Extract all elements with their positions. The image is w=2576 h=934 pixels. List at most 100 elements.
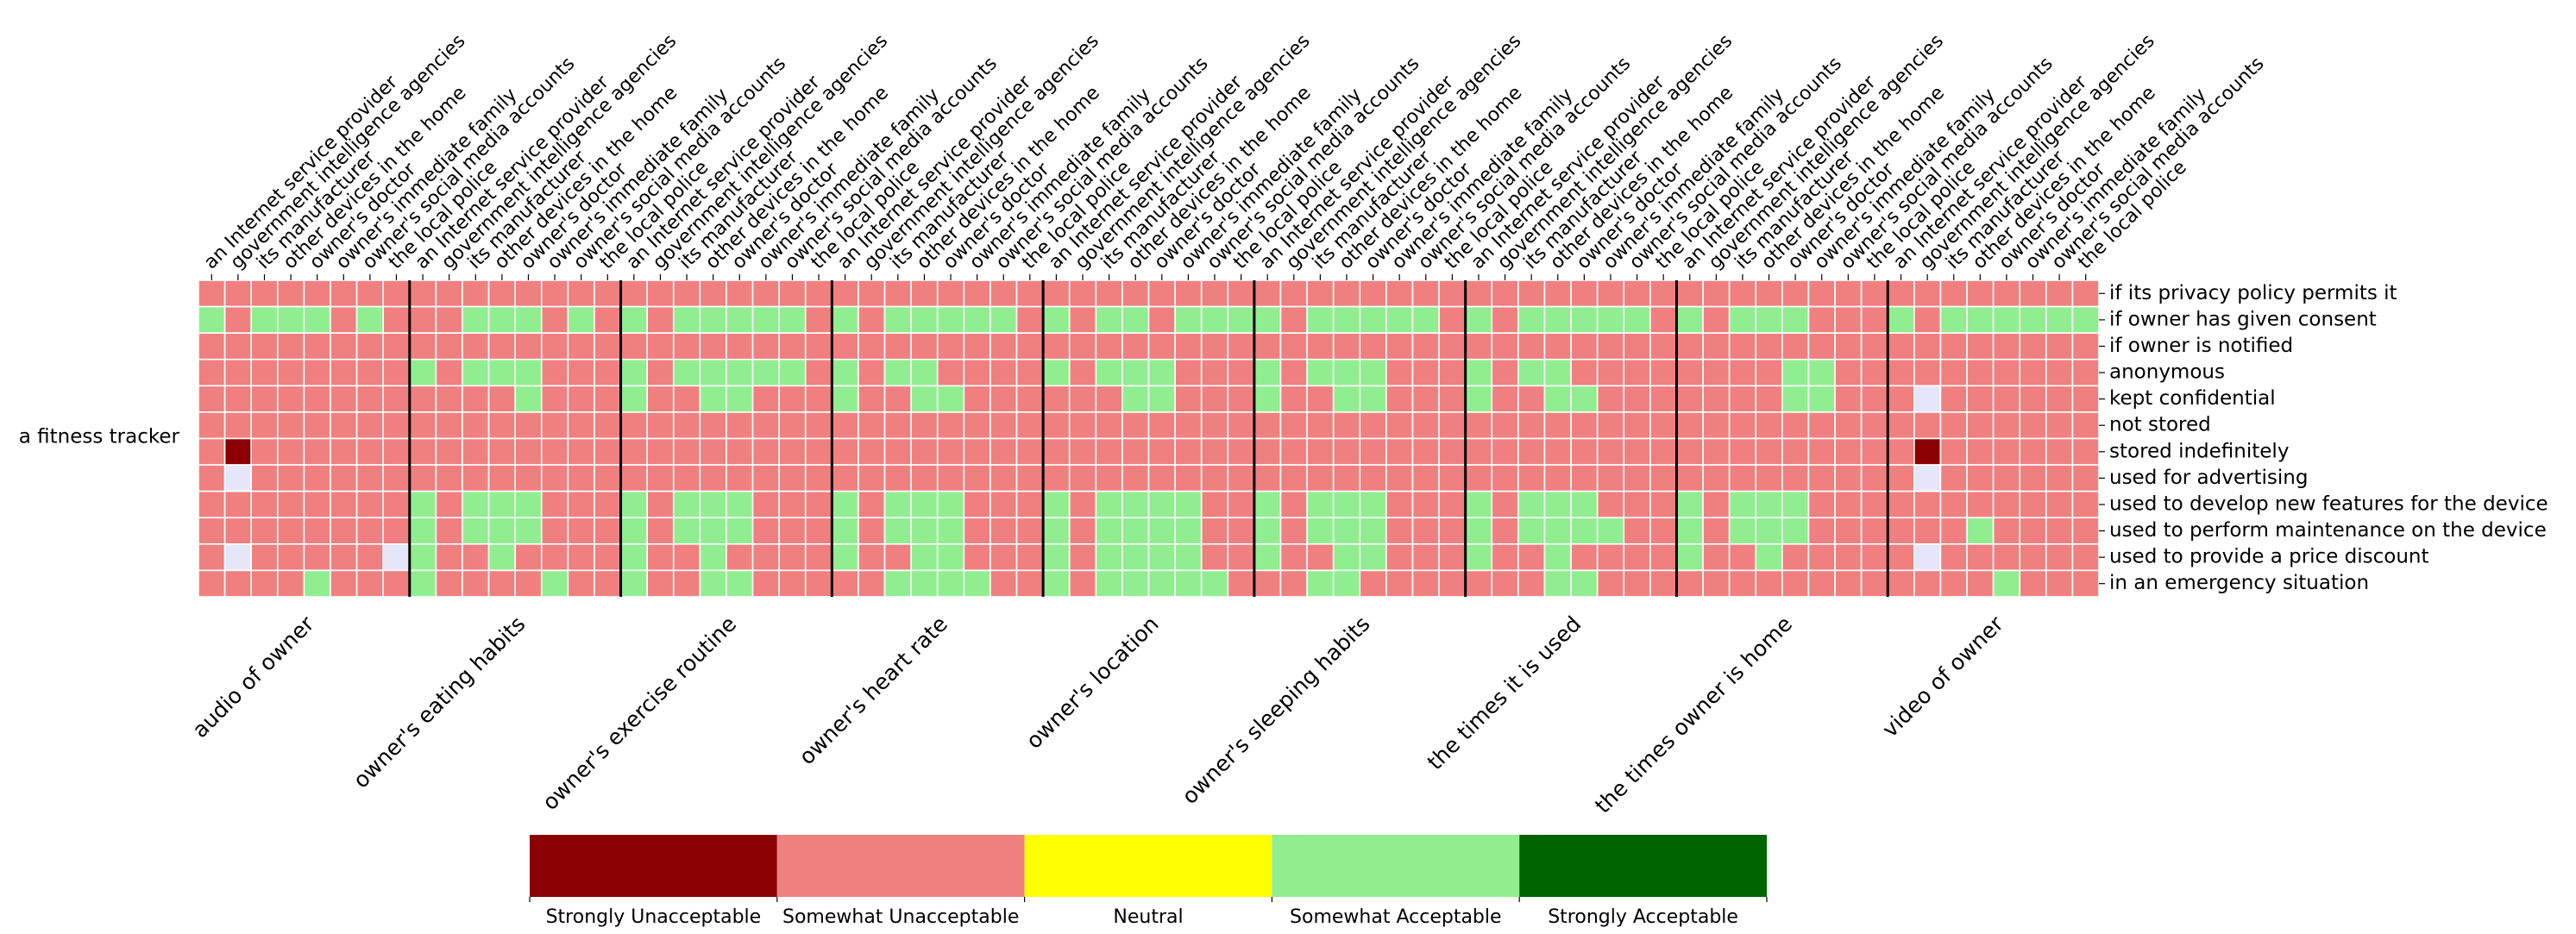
heatmap-cell: [778, 517, 807, 545]
heatmap-cell: [883, 332, 912, 360]
heatmap-cell: [1015, 517, 1044, 545]
heatmap-cell: [1279, 411, 1308, 440]
heatmap-cell: [2045, 517, 2074, 545]
heatmap-cell: [1939, 332, 1968, 360]
heatmap-cell: [1834, 279, 1863, 308]
heatmap-cell: [883, 411, 912, 440]
heatmap-cell: [1887, 543, 1915, 572]
heatmap-cell: [1755, 569, 1783, 598]
heatmap-cell: [751, 437, 780, 466]
heatmap-cell: [910, 385, 939, 413]
heatmap-cell: [858, 358, 886, 387]
heatmap-cell: [540, 543, 569, 572]
heatmap-cell: [1517, 358, 1546, 387]
legend-swatch: [1519, 835, 1767, 897]
heatmap-cell: [514, 332, 543, 360]
condition-tick-label: kept confidential: [2109, 387, 2276, 410]
heatmap-cell: [726, 411, 754, 440]
heatmap-cell: [223, 490, 252, 519]
legend-label: Somewhat Unacceptable: [782, 906, 1019, 928]
heatmap-cell: [1596, 358, 1625, 387]
heatmap-cell: [1253, 490, 1282, 519]
heatmap-cell: [1807, 543, 1836, 572]
heatmap-cell: [1332, 490, 1361, 519]
heatmap-cell: [1992, 358, 2021, 387]
heatmap-cell: [1781, 464, 1810, 492]
heatmap-cell: [1702, 517, 1731, 545]
heatmap-cell: [303, 569, 331, 598]
heatmap-cell: [1623, 517, 1651, 545]
heatmap-cell: [699, 305, 727, 334]
heatmap-cell: [276, 411, 305, 440]
heatmap-cell: [303, 385, 331, 413]
heatmap-cell: [963, 464, 991, 492]
heatmap-cell: [276, 569, 305, 598]
heatmap-cell: [936, 490, 965, 519]
heatmap-cell: [1227, 437, 1255, 466]
heatmap-cell: [936, 517, 965, 545]
heatmap-cell: [276, 464, 305, 492]
heatmap-cell: [2045, 358, 2074, 387]
heatmap-cell: [303, 279, 331, 308]
heatmap-cell: [1570, 358, 1599, 387]
heatmap-cell: [1939, 411, 1968, 440]
heatmap-cell: [1200, 490, 1229, 519]
heatmap-cell: [1253, 543, 1282, 572]
heatmap-cell: [1781, 385, 1810, 413]
heatmap-cell: [1887, 569, 1915, 598]
heatmap-cell: [1570, 437, 1599, 466]
legend-swatch: [1024, 835, 1272, 897]
heatmap-cell: [1596, 543, 1625, 572]
heatmap-cell: [1649, 490, 1678, 519]
heatmap-cell: [963, 411, 991, 440]
heatmap-cell: [462, 411, 490, 440]
heatmap-cell: [1992, 490, 2021, 519]
heatmap-cell: [1306, 279, 1335, 308]
heatmap-cell: [726, 517, 754, 545]
heatmap-cell: [1570, 517, 1599, 545]
heatmap-cell: [462, 569, 490, 598]
attribute-group-label: owner's sleeping habits: [1177, 611, 1374, 809]
heatmap-cell: [672, 543, 701, 572]
heatmap-cell: [2071, 464, 2100, 492]
attribute-group-label: owner's location: [1021, 611, 1164, 754]
heatmap-cell: [1913, 543, 1942, 572]
heatmap-cell: [1702, 569, 1731, 598]
heatmap-cell: [1227, 279, 1255, 308]
heatmap-cell: [726, 358, 754, 387]
heatmap-cell: [858, 490, 886, 519]
heatmap-cell: [408, 517, 437, 545]
heatmap-cell: [858, 305, 886, 334]
heatmap-cell: [1122, 411, 1150, 440]
heatmap-cell: [963, 543, 991, 572]
heatmap-cell: [382, 358, 411, 387]
heatmap-cell: [1834, 490, 1863, 519]
condition-tick-label: if owner is notified: [2109, 335, 2293, 357]
heatmap-cell: [567, 385, 595, 413]
heatmap-cell: [751, 279, 780, 308]
heatmap-cell: [1411, 490, 1440, 519]
condition-tick-label: in an emergency situation: [2109, 572, 2369, 594]
heatmap-cell: [1887, 464, 1915, 492]
heatmap-cell: [408, 358, 437, 387]
heatmap-cell: [2045, 490, 2074, 519]
heatmap-cell: [1807, 332, 1836, 360]
heatmap-cell: [1279, 305, 1308, 334]
heatmap-cell: [1015, 305, 1044, 334]
heatmap-cell: [1200, 279, 1229, 308]
heatmap-cell: [831, 569, 859, 598]
heatmap-cell: [646, 490, 675, 519]
heatmap-cell: [1464, 543, 1493, 572]
heatmap-cell: [672, 569, 701, 598]
heatmap-cell: [198, 569, 226, 598]
heatmap-cell: [1359, 437, 1387, 466]
heatmap-cell: [1306, 305, 1335, 334]
heatmap-cell: [990, 437, 1018, 466]
heatmap-cell: [1385, 517, 1414, 545]
heatmap-cell: [1411, 517, 1440, 545]
heatmap-cell: [1174, 279, 1203, 308]
heatmap-cell: [1491, 543, 1519, 572]
heatmap-cell: [1095, 569, 1123, 598]
heatmap-cell: [1253, 279, 1282, 308]
heatmap-cell: [1517, 385, 1546, 413]
